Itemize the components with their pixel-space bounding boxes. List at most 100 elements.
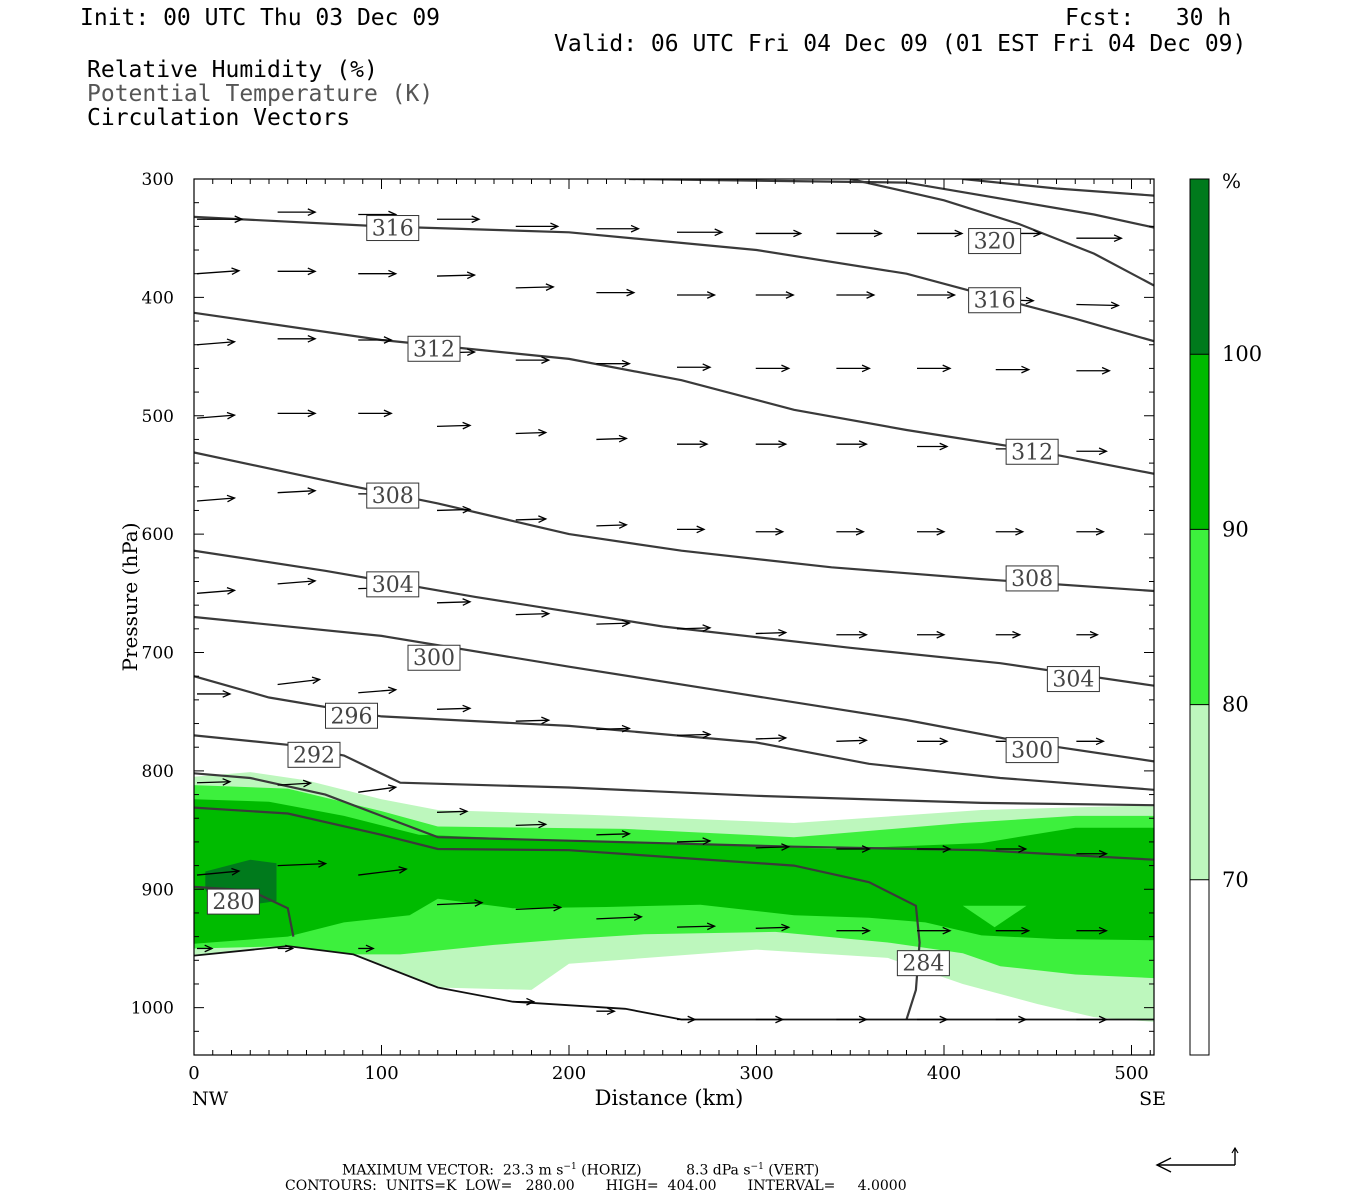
vector-shaft (436, 707, 471, 710)
vector-shaft (676, 840, 711, 843)
vector-head (775, 1015, 785, 1024)
vector-head (541, 356, 551, 364)
vector-head (939, 737, 949, 746)
contour-label-box (1046, 666, 1100, 693)
forecast-hour-label: Fcst: 30 h (1065, 5, 1232, 31)
vector-head (462, 598, 472, 606)
circulation-vector (515, 515, 548, 524)
circulation-vector (358, 269, 398, 278)
circulation-vector (515, 997, 536, 1006)
circulation-vectors (196, 208, 1123, 1024)
vector-head (226, 494, 237, 503)
circulation-vector (358, 784, 398, 793)
contour-label-box (366, 571, 420, 598)
vector-shaft (277, 862, 326, 867)
vector-head (365, 944, 375, 953)
field-label-theta: Potential Temperature (K) (87, 81, 434, 107)
plot-frame (193, 178, 1155, 1056)
vector-head (858, 736, 868, 745)
contour-label: 316 (968, 287, 1022, 314)
vector-head (462, 704, 472, 713)
contour-label: 300 (1005, 737, 1059, 764)
vector-head (939, 1015, 949, 1024)
vector-head (383, 336, 393, 344)
vector-head (621, 359, 631, 368)
circulation-vector (277, 577, 317, 586)
vector-head (1012, 630, 1022, 639)
vector-head (621, 830, 631, 838)
vector-head (307, 208, 317, 217)
y-tick-label: 1000 (131, 999, 174, 1019)
vector-shaft (596, 916, 642, 920)
contour-label-text: 312 (413, 337, 455, 362)
vector-head (553, 903, 563, 912)
vector-shaft (196, 497, 235, 502)
circulation-vector (676, 922, 717, 931)
circulation-vector (995, 527, 1025, 536)
contour-label-text: 316 (974, 289, 1016, 314)
vector-head (939, 442, 949, 451)
vector-head (866, 291, 876, 299)
contour-label: 292 (287, 741, 341, 768)
y-axis-label: Pressure (hPa) (118, 523, 142, 672)
circulation-vector (277, 208, 317, 217)
vector-head (226, 338, 237, 347)
vector-shaft (515, 823, 546, 826)
vector-head (618, 521, 628, 529)
vector-head (1098, 849, 1108, 858)
circulation-vector (436, 899, 484, 907)
terrain-line (194, 945, 1154, 1021)
circulation-vector (755, 229, 803, 238)
circulation-vector (515, 283, 555, 291)
circulation-vector (277, 676, 322, 686)
vector-head (311, 676, 322, 685)
vector-head (459, 807, 469, 816)
contour-label: 300 (407, 644, 461, 671)
circulation-vector (677, 228, 724, 237)
vector-head (383, 409, 393, 418)
vector-head (388, 269, 398, 278)
circulation-vector (436, 505, 472, 514)
circulation-vector (515, 716, 551, 725)
vector-head (714, 228, 724, 237)
circulation-vector (596, 521, 628, 529)
x-tick-label: 300 (739, 1063, 773, 1084)
contour-label-text: 300 (1011, 739, 1053, 764)
vector-head (1095, 737, 1105, 746)
x-end-label-se: SE (1139, 1088, 1166, 1110)
circulation-vector (917, 527, 946, 536)
circulation-vector (515, 609, 551, 618)
vector-head (702, 837, 712, 845)
vector-head (526, 997, 536, 1006)
vector-shaft (596, 833, 630, 836)
colorbar-segment (1190, 704, 1209, 880)
contour-label-box (968, 228, 1022, 255)
vector-head (471, 215, 481, 224)
vector-head (466, 271, 477, 280)
circulation-vector (755, 843, 791, 851)
colorbar-frame (1189, 178, 1210, 1056)
circulation-vector (358, 336, 393, 344)
vector-head (462, 505, 472, 514)
circulation-vector (917, 229, 964, 238)
circulation-vector (836, 926, 871, 935)
vector-head (626, 288, 636, 297)
vector-shaft (515, 286, 554, 289)
vector-shaft (755, 737, 786, 740)
circulation-vector (596, 830, 631, 838)
circulation-vector (277, 944, 295, 953)
circulation-vector (836, 527, 865, 536)
vector-head (696, 525, 706, 534)
circulation-vector (755, 440, 788, 449)
vector-shaft (1076, 303, 1119, 307)
circulation-vector (277, 860, 328, 868)
circulation-vector (917, 630, 946, 639)
vector-head (606, 1007, 616, 1016)
circulation-vector (917, 737, 949, 746)
vector-head (946, 291, 957, 299)
vector-head (466, 348, 477, 357)
contour-label: 284 (896, 950, 950, 977)
vector-head (936, 527, 946, 536)
vector-head (307, 577, 317, 586)
circulation-vector (755, 734, 788, 743)
